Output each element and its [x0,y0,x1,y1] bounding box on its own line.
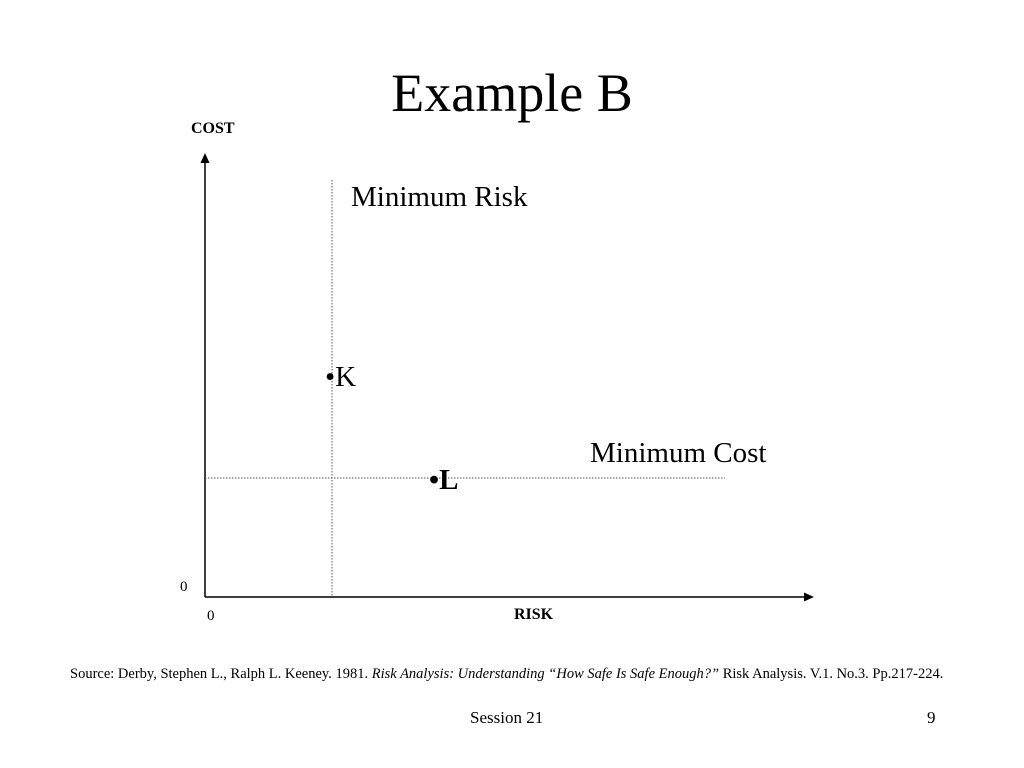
source-suffix: Risk Analysis. V.1. No.3. Pp.217-224. [719,666,944,682]
x-origin-label: 0 [207,608,215,624]
slide-title: Example B [391,63,633,123]
footer-page-number: 9 [927,708,936,727]
y-axis-arrowhead [200,153,210,163]
footer-session: Session 21 [470,708,544,727]
y-axis-label: COST [191,120,235,137]
minimum-risk-label: Minimum Risk [351,181,528,213]
source-prefix: Source: Derby, Stephen L., Ralph L. Keen… [70,666,372,682]
x-axis-label: RISK [514,606,554,623]
point-l: •L [429,464,459,496]
y-origin-label: 0 [180,579,188,595]
source-title: Risk Analysis: Understanding “How Safe I… [371,666,720,682]
minimum-cost-label: Minimum Cost [590,437,767,469]
source-citation: Source: Derby, Stephen L., Ralph L. Keen… [70,664,990,685]
x-axis-arrowhead [804,592,814,602]
point-k: •K [325,361,357,393]
